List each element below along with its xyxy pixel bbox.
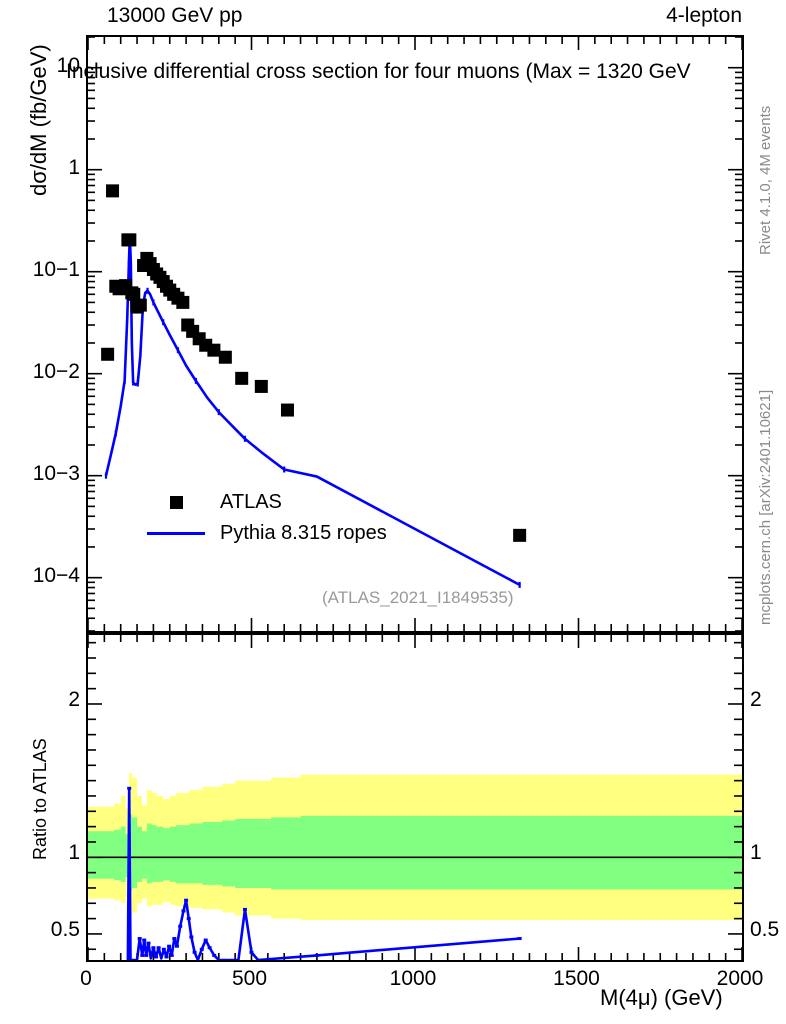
legend: ATLAS Pythia 8.315 ropes bbox=[140, 487, 387, 549]
page-title: Inclusive differential cross section for… bbox=[66, 60, 691, 83]
legend-label-mc: Pythia 8.315 ropes bbox=[220, 522, 387, 544]
x-tick-label: 0 bbox=[80, 967, 92, 990]
ratio-y-tick-label: 1 bbox=[68, 841, 80, 865]
legend-item-data: ATLAS bbox=[140, 487, 387, 518]
x-tick-label: 500 bbox=[231, 967, 268, 990]
rivet-version-note: Rivet 4.1.0, 4M events bbox=[757, 105, 774, 255]
y-tick-label: 10 bbox=[56, 53, 80, 77]
beam-energy-label: 13000 GeV pp bbox=[107, 4, 243, 27]
y-tick-label: 10−2 bbox=[32, 359, 80, 383]
ratio-plot-panel bbox=[86, 633, 744, 962]
y-tick-label: 1 bbox=[68, 155, 80, 179]
y-tick-label: 10−3 bbox=[32, 461, 80, 485]
ratio-curve bbox=[126, 787, 520, 960]
inner-uncertainty-band bbox=[88, 814, 742, 892]
ratio-y-tick-label-right: 2 bbox=[750, 687, 762, 711]
y-axis-label: dσ/dM (fb/GeV) bbox=[26, 44, 51, 196]
ratio-y-tick-label: 2 bbox=[68, 687, 80, 711]
x-tick-label: 1500 bbox=[553, 967, 600, 990]
x-tick-label: 2000 bbox=[716, 967, 764, 990]
ratio-plot-canvas bbox=[88, 635, 742, 960]
x-tick-label: 1000 bbox=[389, 967, 437, 990]
main-plot-canvas bbox=[88, 37, 742, 631]
mcplots-source-note: mcplots.cern.ch [arXiv:2401.10621] bbox=[757, 389, 774, 625]
legend-item-mc: Pythia 8.315 ropes bbox=[140, 518, 387, 549]
ratio-y-axis-label: Ratio to ATLAS bbox=[30, 738, 50, 860]
final-state-label: 4-lepton bbox=[666, 4, 742, 27]
legend-label-data: ATLAS bbox=[220, 491, 282, 513]
analysis-id-label: (ATLAS_2021_I1849535) bbox=[322, 588, 514, 607]
y-tick-label: 10−1 bbox=[32, 257, 80, 281]
line-marker-icon bbox=[140, 532, 212, 535]
ratio-y-tick-label-right: 0.5 bbox=[750, 917, 780, 941]
data-points bbox=[101, 184, 527, 542]
ratio-y-tick-label: 0.5 bbox=[50, 917, 80, 941]
x-axis-label: M(4μ) (GeV) bbox=[600, 985, 723, 1010]
ratio-y-tick-label-right: 1 bbox=[750, 841, 762, 865]
square-marker-icon bbox=[140, 496, 212, 509]
y-tick-label: 10−4 bbox=[32, 563, 80, 587]
